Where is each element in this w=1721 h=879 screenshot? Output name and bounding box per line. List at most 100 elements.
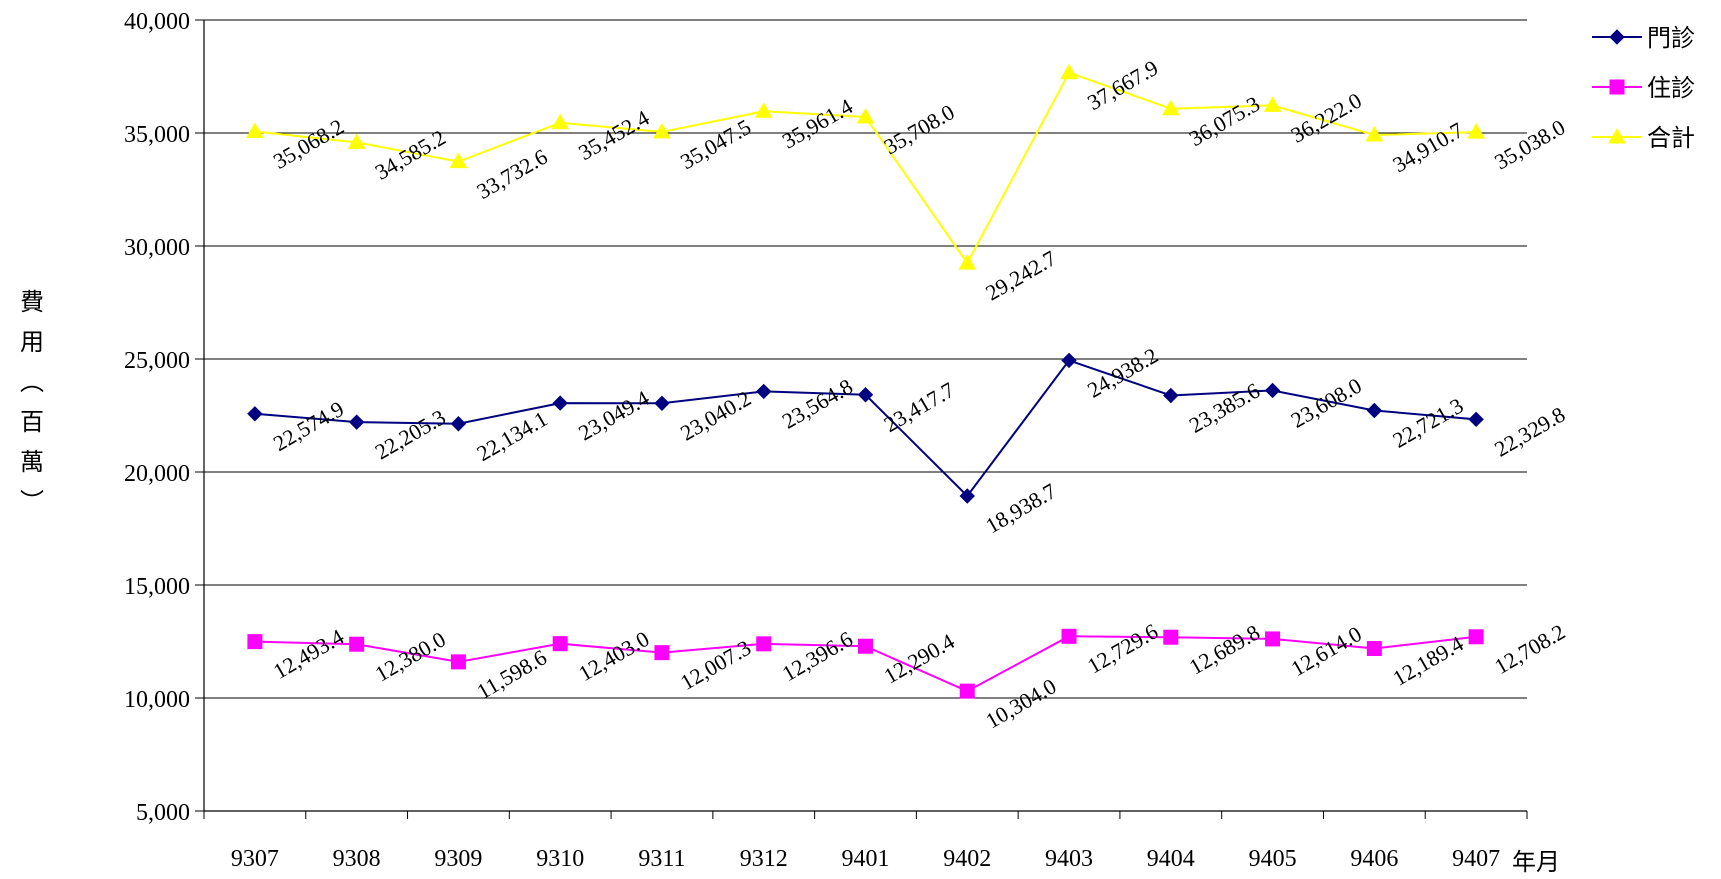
data-point [1468, 629, 1484, 645]
data-label: 12,689.8 [1185, 619, 1264, 679]
data-label: 22,134.1 [472, 406, 551, 466]
data-point [1264, 382, 1281, 399]
legend-item-3: 合計 [1592, 124, 1695, 152]
y-tick-label: 20,000 [124, 461, 190, 487]
x-tick-label: 9407 [1452, 846, 1500, 872]
x-tick-labels: 9307 9308 9309 9310 9311 9312 9401 9402 9403 9404… [231, 846, 1500, 872]
legend-label: 門診 [1647, 24, 1695, 52]
data-label: 11,598.6 [472, 644, 550, 704]
data-label: 35,047.5 [676, 114, 755, 174]
legend-item-1: 門診 [1592, 24, 1695, 52]
data-label: 35,961.4 [778, 93, 857, 153]
y-tick-label: 40,000 [124, 9, 190, 35]
data-point [551, 113, 570, 130]
data-label: 35,452.4 [574, 105, 653, 165]
x-tick-label: 9312 [740, 846, 788, 872]
y-tick-labels: 5,000 10,000 15,000 20,000 25,000 30,000 35,00… [124, 9, 190, 826]
data-point [1163, 629, 1179, 645]
data-point [1365, 126, 1384, 142]
x-tick-label: 9405 [1249, 846, 1297, 872]
x-tick-label: 9307 [231, 846, 279, 872]
data-point [653, 122, 671, 139]
data-point [552, 636, 568, 652]
data-point [552, 395, 568, 411]
y-tick-label: 35,000 [124, 122, 190, 148]
data-label: 36,075.3 [1185, 91, 1264, 151]
data-label: 23,417.7 [880, 377, 959, 437]
legend-label: 合計 [1647, 124, 1695, 152]
series-line-3 [254, 71, 1477, 266]
data-point [349, 636, 365, 652]
data-point [959, 683, 975, 699]
data-label: 12,380.0 [371, 626, 450, 686]
y-axis-label-char: 萬 [20, 448, 44, 476]
data-point [1161, 99, 1180, 116]
data-point [654, 645, 670, 661]
y-axis-label-char: 費 [20, 288, 44, 316]
data-point [958, 254, 977, 270]
data-point [1060, 63, 1078, 80]
data-point [754, 102, 773, 118]
x-tick-label: 9310 [536, 846, 584, 872]
data-label: 37,667.9 [1083, 55, 1162, 115]
data-label: 10,304.0 [981, 673, 1060, 733]
data-point [1163, 387, 1179, 404]
legend-marker [1608, 127, 1626, 144]
series-group: 22,574.9 22,205.3 22,134.1 23,049.4 23,040.2… [246, 55, 1569, 733]
data-point [654, 395, 670, 411]
x-tick-label: 9308 [333, 846, 381, 872]
data-point [756, 636, 772, 652]
data-label: 12,396.6 [778, 626, 857, 686]
data-label: 23,040.2 [676, 385, 755, 445]
legend-label: 住診 [1647, 74, 1695, 102]
y-axis-label-char: 用 [20, 328, 44, 356]
y-axis-label: 費用 ︵ 百萬 ︶ [20, 288, 44, 516]
y-tick-label: 30,000 [124, 235, 190, 261]
grid-lines [204, 19, 1527, 699]
x-tick-label: 9401 [842, 846, 890, 872]
data-point [1263, 96, 1282, 112]
legend-item-2: 住診 [1592, 74, 1695, 102]
y-tick-label: 15,000 [124, 574, 190, 600]
data-point [348, 414, 365, 430]
x-tick-label: 9406 [1350, 846, 1398, 872]
data-point [450, 654, 466, 670]
data-point [247, 406, 263, 422]
data-label: 12,729.6 [1083, 618, 1162, 678]
series-2: 12,493.4 12,380.0 11,598.6 12,403.0 12,007.3… [247, 618, 1569, 733]
data-point [1366, 402, 1383, 419]
data-point [1265, 631, 1281, 647]
data-label: 23,608.0 [1287, 373, 1366, 433]
data-label: 33,732.6 [472, 144, 551, 204]
data-label: 12,403.0 [574, 626, 653, 686]
data-point [450, 416, 467, 432]
data-label: 22,721.3 [1388, 393, 1467, 453]
data-label: 36,222.0 [1287, 88, 1366, 148]
data-label: 35,708.0 [880, 99, 959, 159]
y-tick-label: 10,000 [124, 687, 190, 713]
data-point [1468, 411, 1484, 428]
data-label: 23,564.8 [778, 374, 857, 434]
data-label: 12,493.4 [269, 624, 348, 684]
legend-marker [1609, 29, 1625, 45]
data-label: 12,614.0 [1287, 621, 1366, 681]
data-point [347, 133, 366, 149]
data-label: 22,329.8 [1490, 402, 1569, 462]
series-3: 35,068.2 34,585.2 33,732.6 35,452.4 35,047.5… [246, 55, 1569, 305]
data-label: 22,574.9 [269, 396, 348, 456]
data-point [857, 387, 874, 403]
data-label: 29,242.7 [981, 245, 1060, 305]
data-label: 34,585.2 [371, 125, 450, 185]
y-axis-label-char: ︶ [20, 488, 44, 516]
axes [195, 19, 1528, 819]
y-axis-label-char: ︵ [20, 368, 44, 396]
data-point [247, 634, 263, 650]
data-label: 23,385.6 [1185, 378, 1264, 438]
x-tick-label: 9403 [1045, 846, 1093, 872]
data-point [1366, 641, 1382, 657]
x-tick-label: 9309 [434, 846, 482, 872]
data-point [959, 488, 975, 504]
data-point [1061, 352, 1077, 369]
